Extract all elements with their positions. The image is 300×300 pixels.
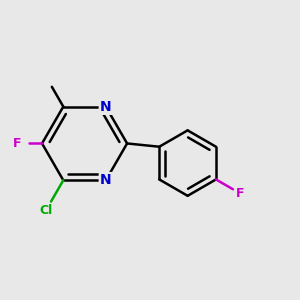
Text: N: N	[100, 100, 112, 114]
Text: F: F	[13, 137, 22, 150]
Text: N: N	[100, 173, 112, 187]
Text: F: F	[236, 187, 244, 200]
Text: Cl: Cl	[39, 204, 52, 217]
